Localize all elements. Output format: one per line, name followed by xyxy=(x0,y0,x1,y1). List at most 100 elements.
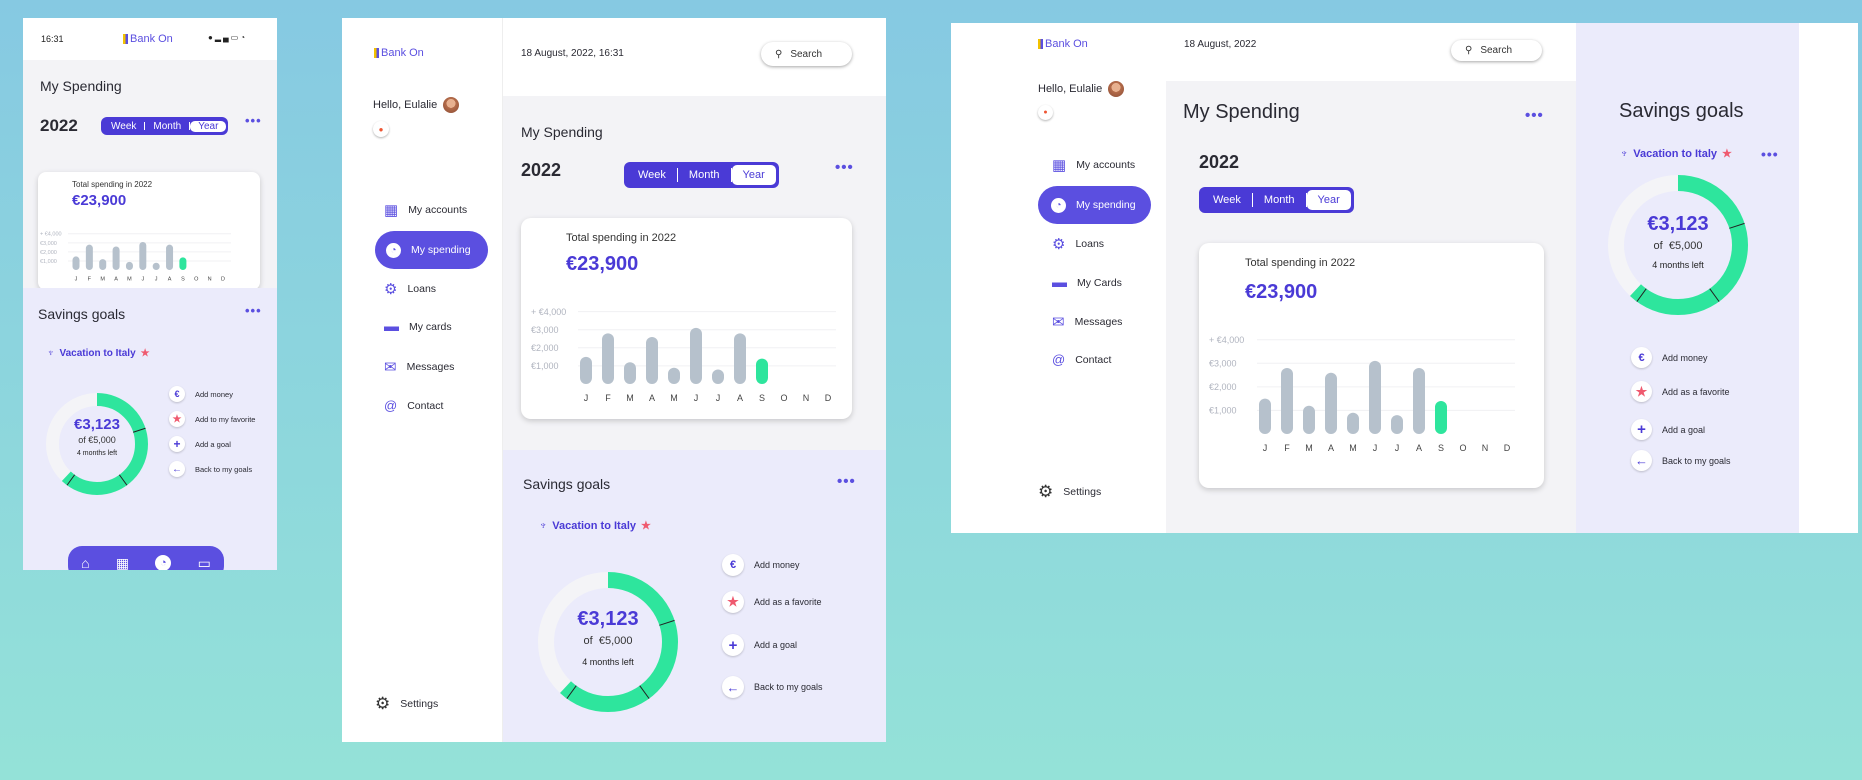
sidebar-item-loans[interactable]: ⚙ Loans xyxy=(1052,235,1104,253)
sidebar-item-messages[interactable]: ✉ Messages xyxy=(1052,313,1122,331)
sidebar-item-accounts[interactable]: ▦ My accounts xyxy=(384,201,467,219)
sidebar: Bank On Hello, Eulalie ● ▦ My accounts ◔ M… xyxy=(342,18,503,742)
chart-bar xyxy=(1435,401,1447,434)
sidebar-item-cards[interactable]: ▬ My cards xyxy=(384,318,452,335)
pie-icon[interactable]: ◔ xyxy=(155,555,172,570)
savings-more-button[interactable]: ••• xyxy=(837,473,856,490)
action-add-money[interactable]: € Add money xyxy=(1631,347,1708,368)
brand-logo: Bank On xyxy=(123,33,173,45)
segment-month[interactable]: Month xyxy=(153,120,182,132)
goal-name[interactable]: ♆ Vacation to Italy ★ xyxy=(1620,147,1732,161)
segment-year[interactable]: Year xyxy=(1306,190,1351,210)
at-icon: @ xyxy=(1052,352,1066,367)
search-label: Search xyxy=(1480,45,1513,56)
action-add-goal[interactable]: + Add a goal xyxy=(1631,419,1705,440)
sidebar-item-cards[interactable]: ▬ My Cards xyxy=(1052,274,1122,291)
star-icon: ★ xyxy=(169,411,185,427)
action-label: Back to my goals xyxy=(1662,455,1731,466)
sidebar-item-messages[interactable]: ✉ Messages xyxy=(384,358,454,376)
action-add-money[interactable]: € Add money xyxy=(722,554,800,576)
segment-year[interactable]: Year xyxy=(190,120,227,132)
star-icon: ★ xyxy=(1722,148,1732,160)
segment-month[interactable]: Month xyxy=(688,169,720,181)
action-add-favorite[interactable]: ★ Add to my favorite xyxy=(169,411,255,427)
goal-progress-ring xyxy=(46,393,148,495)
notification-icon[interactable]: ● xyxy=(1038,105,1053,120)
battery-icon: ▭ xyxy=(230,33,241,42)
action-back-to-goals[interactable]: ← Back to my goals xyxy=(1631,450,1731,471)
sidebar-item-label: Contact xyxy=(407,399,444,412)
spending-card-title: Total spending in 2022 xyxy=(1245,257,1356,269)
sidebar-item-contact[interactable]: @ Contact xyxy=(1052,352,1111,367)
segment-week[interactable]: Week xyxy=(111,120,137,132)
savings-more-button[interactable]: ••• xyxy=(1761,146,1779,162)
sidebar-item-spending[interactable]: ◔ My spending xyxy=(375,231,488,269)
settings-link[interactable]: ⚙ Settings xyxy=(1038,482,1101,502)
goal-of-label: of xyxy=(1653,240,1663,252)
goal-target: of €5,000 xyxy=(45,435,149,445)
action-label: Add as a favorite xyxy=(754,597,822,607)
ring-tick xyxy=(66,474,76,486)
goal-name[interactable]: ♆ Vacation to Italy ★ xyxy=(539,519,651,533)
action-add-goal[interactable]: + Add a goal xyxy=(722,634,797,656)
search-button[interactable]: ⚲ Search xyxy=(761,42,852,66)
settings-link[interactable]: ⚙ Settings xyxy=(375,694,438,714)
spending-section: My Spending ••• 2022 Week Month Year Tot… xyxy=(1166,81,1576,533)
action-add-money[interactable]: € Add money xyxy=(169,386,233,402)
sidebar-item-loans[interactable]: ⚙ Loans xyxy=(384,280,436,298)
goal-name[interactable]: ♆ Vacation to Italy ★ xyxy=(47,348,150,359)
savings-more-button[interactable]: ••• xyxy=(245,303,262,318)
search-button[interactable]: ⚲ Search xyxy=(1451,40,1542,61)
sidebar-item-contact[interactable]: @ Contact xyxy=(384,398,443,413)
x-tick-label: S xyxy=(1438,443,1444,453)
action-add-goal[interactable]: + Add a goal xyxy=(169,436,231,452)
plus-icon: + xyxy=(169,436,185,452)
sidebar-item-accounts[interactable]: ▦ My accounts xyxy=(1052,156,1135,174)
x-tick-label: M xyxy=(1305,443,1313,453)
action-back-to-goals[interactable]: ← Back to my goals xyxy=(169,461,252,477)
action-label: Add a goal xyxy=(754,640,798,650)
gear-icon: ⚙ xyxy=(375,694,391,713)
sidebar-item-spending[interactable]: ◔ My spending xyxy=(1038,186,1151,224)
segment-month[interactable]: Month xyxy=(1263,194,1295,206)
notification-icon[interactable]: ● xyxy=(373,121,389,137)
bell-icon: ● xyxy=(208,33,215,42)
action-add-favorite[interactable]: ★ Add as a favorite xyxy=(1631,381,1730,402)
chart-bar xyxy=(580,356,592,384)
more-options-button[interactable]: ••• xyxy=(245,113,262,128)
grid-icon[interactable]: ▦ xyxy=(115,554,130,571)
segment-week[interactable]: Week xyxy=(1213,194,1241,206)
chart-bar xyxy=(139,241,147,270)
segment-week[interactable]: Week xyxy=(638,169,666,181)
ring-tick xyxy=(118,474,128,486)
chart-bar xyxy=(85,244,93,270)
goal-name-label: Vacation to Italy xyxy=(59,348,136,359)
more-options-button[interactable]: ••• xyxy=(835,159,854,176)
x-tick-label: A xyxy=(1416,443,1422,453)
sidebar-item-label: Messages xyxy=(406,361,455,373)
home-icon[interactable]: ⌂ xyxy=(81,555,90,570)
chart-bar xyxy=(72,256,80,270)
wallet-icon[interactable]: ▭ xyxy=(197,554,211,571)
goal-name-label: Vacation to Italy xyxy=(1633,147,1717,160)
action-add-favorite[interactable]: ★ Add as a favorite xyxy=(722,591,822,613)
x-tick-label: S xyxy=(759,393,765,403)
pie-icon: ◔ xyxy=(386,242,401,258)
segment-year[interactable]: Year xyxy=(731,165,776,185)
avatar[interactable] xyxy=(443,97,460,113)
action-back-to-goals[interactable]: ← Back to my goals xyxy=(722,676,823,698)
more-options-button[interactable]: ••• xyxy=(1525,107,1544,124)
y-tick-label: + €4,000 xyxy=(531,307,566,317)
x-tick-label: O xyxy=(1459,443,1466,453)
search-label: Search xyxy=(790,48,823,60)
tablet-screen: Bank On Hello, Eulalie ● ▦ My accounts ◔ M… xyxy=(342,18,886,742)
goal-name-label: Vacation to Italy xyxy=(552,519,636,532)
year-label: 2022 xyxy=(1199,152,1240,172)
x-tick-label: M xyxy=(100,276,105,282)
avatar[interactable] xyxy=(1108,81,1125,97)
sidebar: Bank On Hello, Eulalie ● ▦ My accounts ◔ M… xyxy=(951,23,1166,533)
savings-title: Savings goals xyxy=(523,476,611,492)
chart-bar xyxy=(1281,368,1293,434)
ring-tick xyxy=(659,619,675,626)
chart-bar xyxy=(602,333,614,384)
